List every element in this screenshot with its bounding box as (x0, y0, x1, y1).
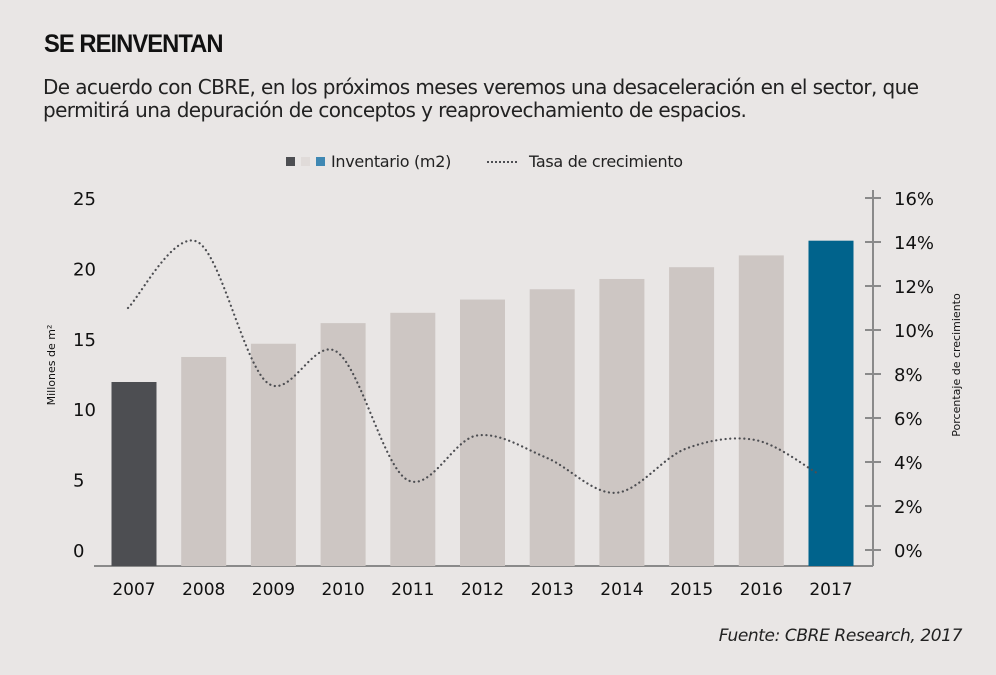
y2-tick-label: 0% (894, 541, 923, 562)
y2-tick-label: 10% (894, 321, 934, 342)
bar-2007 (111, 382, 157, 566)
x-tick-label: 2010 (321, 580, 364, 600)
legend-swatch-blue (316, 157, 325, 166)
y-tick-label: 20 (73, 259, 96, 280)
y2-tick-label: 12% (894, 277, 934, 298)
x-tick-label: 2017 (809, 580, 852, 600)
x-tick-label: 2012 (461, 580, 504, 600)
legend-swatch-light (301, 157, 310, 166)
bar-2012 (460, 299, 505, 566)
legend: Inventario (m2) Tasa de crecimiento (286, 152, 683, 171)
x-tick-label: 2014 (600, 580, 643, 600)
y-tick-label: 5 (73, 471, 84, 492)
x-tick-label: 2009 (252, 580, 295, 600)
y-axis-right: 0% 2% 4% 6% 8% 10% 12% 14% 16% (865, 189, 934, 566)
bar-2017 (808, 240, 854, 567)
bar-2010 (320, 323, 366, 566)
legend-bars-label: Inventario (m2) (331, 152, 452, 171)
bars (111, 240, 854, 567)
x-tick-label: 2011 (391, 580, 434, 600)
x-tick-label: 2016 (740, 580, 783, 600)
source-note: Fuente: CBRE Research, 2017 (718, 626, 963, 646)
y2-tick-label: 14% (894, 233, 934, 254)
growth-rate-line (126, 239, 819, 494)
legend-dotted-line-icon (487, 160, 518, 163)
bar-2014 (599, 278, 645, 566)
x-tick-label: 2008 (182, 580, 225, 600)
legend-line-label: Tasa de crecimiento (529, 152, 683, 171)
legend-swatch-dark (286, 157, 295, 166)
chart-title: SE REINVENTAN (44, 30, 224, 58)
x-tick-label: 2015 (670, 580, 713, 600)
y-tick-label: 10 (73, 400, 96, 421)
y-axis-label: Millones de m² (45, 325, 58, 406)
y2-tick-label: 6% (894, 409, 923, 430)
y2-tick-label: 2% (894, 497, 923, 518)
x-axis: 2007 2008 2009 2010 2011 2012 2013 2014 2015 2016… (112, 580, 852, 600)
bar-2015 (669, 267, 715, 566)
bar-2013 (529, 289, 575, 566)
bar-2008 (181, 356, 227, 566)
y-tick-label: 25 (73, 189, 96, 210)
bar-2009 (250, 343, 296, 566)
y-tick-label: 0 (73, 541, 84, 562)
x-tick-label: 2007 (112, 580, 155, 600)
chart-subtitle: De acuerdo con CBRE, en los próximos mes… (43, 75, 919, 122)
growth-line (126, 239, 819, 494)
y2-axis-label: Porcentaje de crecimiento (950, 293, 963, 437)
bar-2011 (390, 312, 436, 566)
x-tick-label: 2013 (531, 580, 574, 600)
y2-tick-label: 4% (894, 453, 923, 474)
bar-2016 (738, 255, 784, 566)
y2-tick-label: 16% (894, 189, 934, 210)
y2-tick-label: 8% (894, 365, 923, 386)
y-tick-label: 15 (73, 330, 96, 351)
